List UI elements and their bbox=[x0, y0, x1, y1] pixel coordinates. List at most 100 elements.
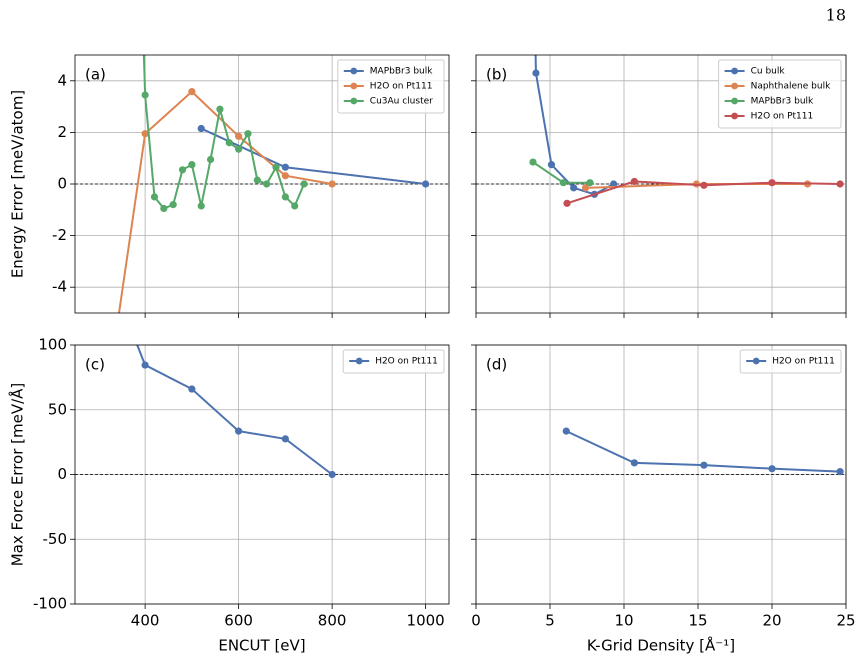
legend-label: Naphthalene bulk bbox=[751, 82, 831, 92]
x-tick-label: 0 bbox=[471, 612, 481, 630]
data-point bbox=[188, 88, 196, 96]
x-tick-label: 400 bbox=[131, 612, 160, 630]
y-tick-label: -100 bbox=[33, 595, 67, 613]
data-point bbox=[141, 91, 149, 99]
data-point bbox=[95, 243, 102, 250]
legend-marker bbox=[731, 82, 738, 90]
legend-marker bbox=[731, 67, 738, 75]
data-point bbox=[160, 204, 168, 213]
data-point bbox=[328, 470, 336, 479]
y-axis-label: Energy Error [meV/atom] bbox=[9, 90, 27, 278]
axes-frame bbox=[74, 54, 450, 314]
x-tick-label: 600 bbox=[224, 612, 253, 630]
data-point bbox=[253, 176, 261, 184]
legend-label: MAPbBr3 bulk bbox=[751, 97, 814, 107]
x-tick-label: 800 bbox=[318, 612, 347, 630]
y-tick-label: 0 bbox=[57, 175, 67, 193]
y-tick-label: -4 bbox=[52, 278, 67, 296]
data-point bbox=[700, 181, 708, 189]
data-point bbox=[836, 180, 844, 188]
y-tick-label: 2 bbox=[57, 123, 67, 141]
data-point bbox=[141, 361, 149, 369]
series-line bbox=[118, 90, 333, 313]
series-line bbox=[532, 161, 590, 184]
data-point bbox=[300, 180, 308, 188]
data-point bbox=[532, 69, 540, 77]
y-tick-label: 50 bbox=[48, 400, 67, 418]
data-point bbox=[559, 179, 567, 187]
plot-area bbox=[562, 427, 844, 476]
panel-label: (c) bbox=[85, 356, 105, 374]
data-point bbox=[197, 124, 205, 133]
legend-box bbox=[739, 349, 842, 374]
data-point bbox=[235, 132, 243, 140]
data-point bbox=[768, 465, 776, 473]
data-point bbox=[291, 202, 299, 210]
legend-marker bbox=[350, 67, 358, 75]
data-point bbox=[630, 177, 638, 186]
y-axis-label: Max Force Error [meV/Å] bbox=[8, 383, 27, 567]
y-tick-label: 100 bbox=[38, 336, 67, 354]
data-point bbox=[281, 435, 289, 443]
legend-marker bbox=[731, 112, 738, 120]
data-point bbox=[197, 202, 205, 210]
page-number: 18 bbox=[826, 6, 846, 25]
data-point bbox=[169, 201, 177, 209]
legend-label: H2O on Pt111 bbox=[772, 357, 835, 367]
series-line bbox=[200, 127, 426, 185]
data-point bbox=[563, 199, 571, 207]
data-point bbox=[244, 130, 252, 138]
x-tick-label: 5 bbox=[545, 612, 555, 630]
data-point bbox=[150, 193, 159, 201]
legend-marker bbox=[350, 97, 358, 105]
legend-label: H2O on Pt111 bbox=[370, 82, 433, 92]
legend-label: H2O on Pt111 bbox=[751, 112, 814, 122]
plot-area bbox=[95, 243, 336, 479]
data-point bbox=[141, 130, 149, 138]
legend-marker bbox=[355, 357, 363, 365]
data-point bbox=[281, 163, 289, 171]
data-point bbox=[610, 180, 618, 188]
x-axis-label: ENCUT [eV] bbox=[218, 637, 305, 655]
data-point bbox=[700, 461, 708, 469]
panel-label: (a) bbox=[85, 66, 106, 84]
data-point bbox=[768, 179, 776, 187]
data-point bbox=[235, 145, 243, 153]
x-tick-label: 10 bbox=[614, 612, 633, 630]
legend-marker bbox=[350, 82, 358, 90]
data-point bbox=[206, 155, 215, 164]
legend-label: Cu bulk bbox=[751, 67, 786, 77]
y-tick-label: 0 bbox=[57, 465, 67, 483]
y-tick-label: 4 bbox=[57, 71, 67, 89]
data-point bbox=[562, 427, 570, 435]
legend-label: MAPbBr3 bulk bbox=[370, 67, 433, 77]
data-point bbox=[216, 105, 224, 113]
data-point bbox=[272, 163, 280, 171]
series-line bbox=[142, 55, 305, 210]
data-point bbox=[328, 180, 336, 188]
legend-box bbox=[342, 349, 445, 374]
legend-marker bbox=[752, 357, 760, 365]
data-point bbox=[95, 451, 102, 458]
panel-label: (b) bbox=[486, 66, 507, 84]
data-point bbox=[581, 184, 590, 192]
data-point bbox=[281, 193, 289, 201]
x-axis-label: K-Grid Density [Å⁻¹] bbox=[587, 636, 735, 655]
data-point bbox=[263, 180, 271, 188]
data-point bbox=[570, 184, 578, 192]
axes-frame bbox=[74, 344, 450, 605]
data-point bbox=[586, 179, 594, 187]
data-point bbox=[422, 180, 430, 188]
series-line bbox=[534, 55, 615, 196]
data-point bbox=[225, 139, 233, 147]
legend-label: H2O on Pt111 bbox=[375, 357, 438, 367]
data-point bbox=[547, 161, 556, 169]
plot-area bbox=[529, 55, 844, 207]
data-point bbox=[235, 427, 243, 435]
y-tick-label: -50 bbox=[43, 530, 68, 548]
data-point bbox=[529, 158, 537, 166]
data-point bbox=[630, 459, 638, 467]
series-line bbox=[136, 345, 333, 476]
panel-label: (d) bbox=[486, 356, 507, 374]
